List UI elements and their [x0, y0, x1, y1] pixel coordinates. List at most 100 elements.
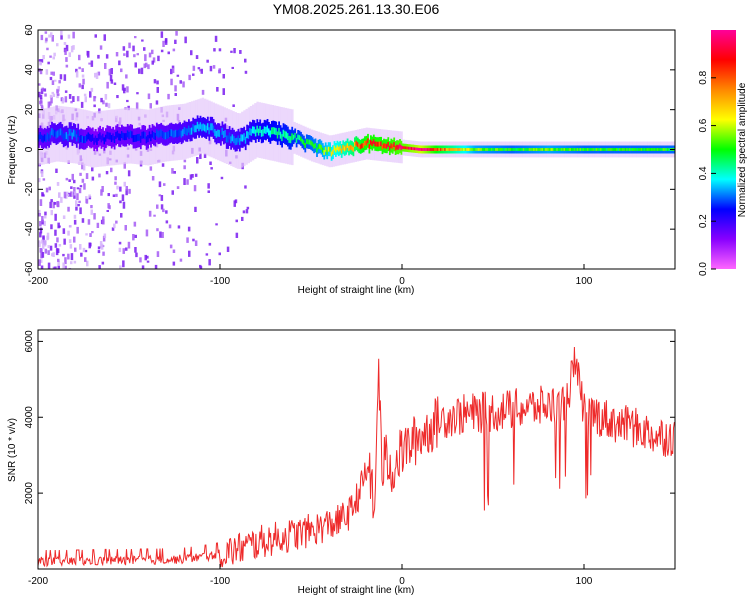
spectrogram-ridge-core: [415, 147, 417, 151]
spectrogram-noise-cell: [52, 266, 56, 269]
spectrogram-noise-cell: [62, 228, 66, 234]
spectrogram-ridge-core: [635, 148, 637, 151]
spectrogram-ridge-core: [527, 148, 529, 151]
spectrogram-noise-cell: [48, 34, 51, 38]
spectrogram-ridge-core: [84, 136, 87, 143]
spectrogram-ridge-core: [458, 148, 461, 151]
spectrogram-noise-cell: [39, 61, 42, 66]
spectrogram-noise-cell: [111, 227, 115, 231]
spectrogram-ridge-core: [231, 134, 234, 142]
spectrogram-noise-cell: [144, 254, 147, 261]
spectrogram-noise-cell: [239, 50, 242, 54]
spectrogram-ridge-core: [425, 148, 428, 151]
spectrogram-noise-cell: [110, 167, 113, 173]
spectrogram-ridge-core: [102, 133, 104, 141]
spectrogram-noise-cell: [46, 235, 49, 241]
spectrogram-noise-cell: [73, 191, 77, 196]
spectrogram-noise-cell: [39, 221, 42, 227]
spectrogram-ridge-core: [190, 127, 193, 135]
spectrogram-noise-cell: [114, 181, 117, 185]
spectrogram-noise-cell: [209, 65, 213, 72]
spectrogram-noise-cell: [156, 87, 159, 93]
spectrogram-ridge-core: [391, 144, 394, 150]
snr-x-tick-label: -200: [28, 576, 48, 587]
spectrogram-noise-cell: [161, 163, 165, 167]
chart-title: YM08.2025.261.13.30.E06: [273, 1, 440, 17]
spectrogram-noise-cell: [64, 90, 68, 93]
spectrogram-ridge-core: [668, 148, 671, 151]
spectrogram-ridge-core: [113, 136, 116, 144]
spectrogram-noise-cell: [38, 259, 41, 266]
spectrogram-ridge-core: [665, 148, 668, 151]
spectrogram-noise-cell: [82, 247, 86, 252]
spectrogram-noise-cell: [90, 209, 93, 215]
spectrogram-noise-cell: [73, 214, 77, 219]
spectrogram-ridge-core: [93, 137, 96, 145]
spectrogram-noise-cell: [38, 83, 41, 86]
spectrogram-noise-cell: [57, 222, 60, 229]
spectrogram-ridge-core: [438, 148, 441, 151]
spectrogram-ridge-core: [541, 148, 544, 151]
spectrogram-noise-cell: [41, 239, 44, 244]
spectrogram-noise-cell: [115, 52, 119, 57]
spectrogram-noise-cell: [93, 213, 96, 220]
spectrogram-noise-cell: [52, 71, 55, 76]
spectrogram-ridge-core: [39, 132, 42, 139]
spectrogram-ridge-core: [492, 148, 495, 151]
spectrogram-noise-cell: [51, 80, 55, 85]
spectrogram-noise-cell: [44, 31, 48, 34]
spectrogram-ridge-core: [620, 148, 623, 151]
spectrogram-noise-cell: [114, 176, 117, 181]
spectrogram-ridge-core: [273, 127, 276, 135]
spectrogram-ridge-core: [246, 131, 248, 139]
spectrogram-noise-cell: [121, 194, 125, 201]
spectrogram-noise-cell: [40, 103, 43, 106]
spectrogram-ridge-core: [517, 148, 519, 151]
spectrogram-noise-cell: [218, 68, 221, 73]
spectrogram-ridge-core: [144, 132, 147, 140]
spectrogram-ridge-core: [667, 148, 669, 151]
spectrogram-noise-cell: [84, 249, 88, 253]
spectrogram-ridge-core: [572, 148, 575, 151]
spectrogram-noise-cell: [51, 91, 54, 95]
spectrogram-ridge-core: [396, 144, 398, 150]
spectrogram-noise-cell: [90, 87, 94, 92]
spectrogram-ridge-core: [55, 131, 58, 139]
spectrogram-ridge-core: [493, 148, 496, 151]
spectrogram-noise-cell: [50, 224, 53, 230]
spectrogram-noise-cell: [58, 80, 61, 84]
colorbar-tick-label: 0.6: [698, 118, 709, 132]
spectrogram-ridge-core: [356, 142, 359, 147]
spectrogram-ridge-core: [422, 148, 425, 151]
spectrogram-ridge-core: [249, 128, 251, 136]
spectrogram-ridge-core: [265, 126, 267, 134]
spectrogram-ridge-core: [575, 148, 578, 151]
spectrogram-noise-cell: [134, 62, 137, 68]
spectrogram-ridge-core: [189, 128, 192, 135]
spectrogram-noise-cell: [75, 71, 79, 78]
spectrogram-noise-cell: [105, 171, 109, 175]
spectrogram-ridge-core: [43, 134, 46, 142]
spectrogram-noise-cell: [38, 213, 41, 217]
spectrogram-ridge-core: [601, 148, 604, 151]
spectrogram-noise-cell: [105, 102, 108, 107]
spectrogram-ridge-core: [275, 128, 278, 136]
spectrogram-ridge-core: [83, 136, 85, 144]
spectrogram-noise-cell: [102, 100, 105, 105]
spectrogram-noise-cell: [105, 54, 109, 59]
spectrogram-ridge-core: [132, 135, 135, 143]
spectrogram-ridge-core: [453, 148, 455, 151]
spectrogram-ridge-core: [519, 148, 522, 151]
spectrogram-noise-cell: [54, 229, 57, 236]
spectrogram-ridge-core: [605, 148, 608, 151]
spectrogram-ridge-core: [342, 144, 345, 150]
spectrogram-ridge-core: [610, 148, 612, 151]
spectrogram-ridge-core: [268, 128, 270, 136]
spectrogram-ridge-core: [390, 143, 393, 149]
spectrogram-noise-cell: [135, 252, 138, 258]
spectrogram-noise-cell: [212, 65, 216, 69]
spectrogram-ridge-core: [399, 143, 401, 149]
spectrogram-noise-cell: [187, 226, 191, 232]
spectrogram-noise-cell: [63, 74, 67, 81]
snr-x-label: Height of straight line (km): [298, 585, 415, 596]
